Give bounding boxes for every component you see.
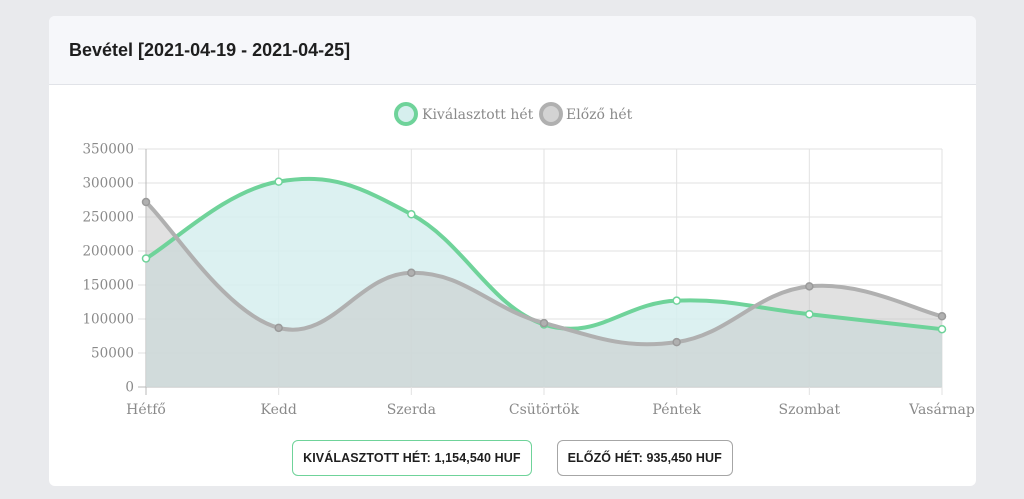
previous-week-point <box>937 312 947 321</box>
total-previous-week: ELŐZŐ HÉT: 935,450 HUF <box>556 440 733 476</box>
y-tick-label: 250000 <box>82 210 134 226</box>
previous-week-point <box>539 318 549 328</box>
previous-week-point <box>274 323 283 333</box>
y-tick-label: 200000 <box>82 244 134 260</box>
previous-week-point <box>805 282 814 291</box>
total-current-week: KIVÁLASZTOTT HÉT: 1,154,540 HUF <box>292 440 532 476</box>
x-tick-label: Szerda <box>387 402 436 418</box>
previous-week-area <box>146 202 942 387</box>
previous-week-point <box>672 337 681 347</box>
card-title: Bevétel [2021-04-19 - 2021-04-25] <box>69 39 351 60</box>
y-tick-label: 100000 <box>82 312 134 328</box>
chart-points <box>141 177 947 347</box>
chart-ticks: 0 50000 100000 150000 200000 250000 300000 3500… <box>82 142 974 419</box>
chart-legend: Kiválasztott hét Előző hét <box>394 102 633 126</box>
y-tick-label: 0 <box>125 380 134 396</box>
current-week-point <box>407 210 416 219</box>
current-week-point <box>672 296 681 305</box>
x-tick-label: Hétfő <box>126 402 166 418</box>
x-tick-label: Péntek <box>652 402 701 418</box>
x-tick-label: Vasárnap <box>908 402 975 418</box>
x-tick-label: Kedd <box>261 402 297 418</box>
chart-areas <box>146 178 942 387</box>
current-week-point <box>141 254 151 263</box>
current-week-legend-label: Kiválasztott hét <box>422 107 534 123</box>
previous-week-point <box>141 197 151 207</box>
previous-week-legend-label: Előző hét <box>566 107 633 123</box>
totals-row: KIVÁLASZTOTT HÉT: 1,154,540 HUF ELŐZŐ HÉ… <box>49 440 976 476</box>
revenue-card: Bevétel [2021-04-19 - 2021-04-25] 0 50000… <box>49 16 976 486</box>
current-week-point <box>274 177 283 186</box>
x-tick-label: Szombat <box>779 402 841 418</box>
revenue-chart: 0 50000 100000 150000 200000 250000 300000 3500… <box>82 102 975 419</box>
y-tick-label: 350000 <box>82 142 134 158</box>
current-week-legend-marker <box>394 102 418 126</box>
y-tick-label: 300000 <box>82 176 134 192</box>
previous-week-legend-marker <box>539 102 563 126</box>
previous-week-point <box>407 268 416 278</box>
x-tick-label: Csütörtök <box>509 402 580 418</box>
current-week-point <box>937 324 947 334</box>
y-tick-label: 150000 <box>82 278 134 294</box>
y-tick-label: 50000 <box>91 346 134 362</box>
card-header: Bevétel [2021-04-19 - 2021-04-25] <box>49 16 976 85</box>
current-week-point <box>805 309 814 319</box>
